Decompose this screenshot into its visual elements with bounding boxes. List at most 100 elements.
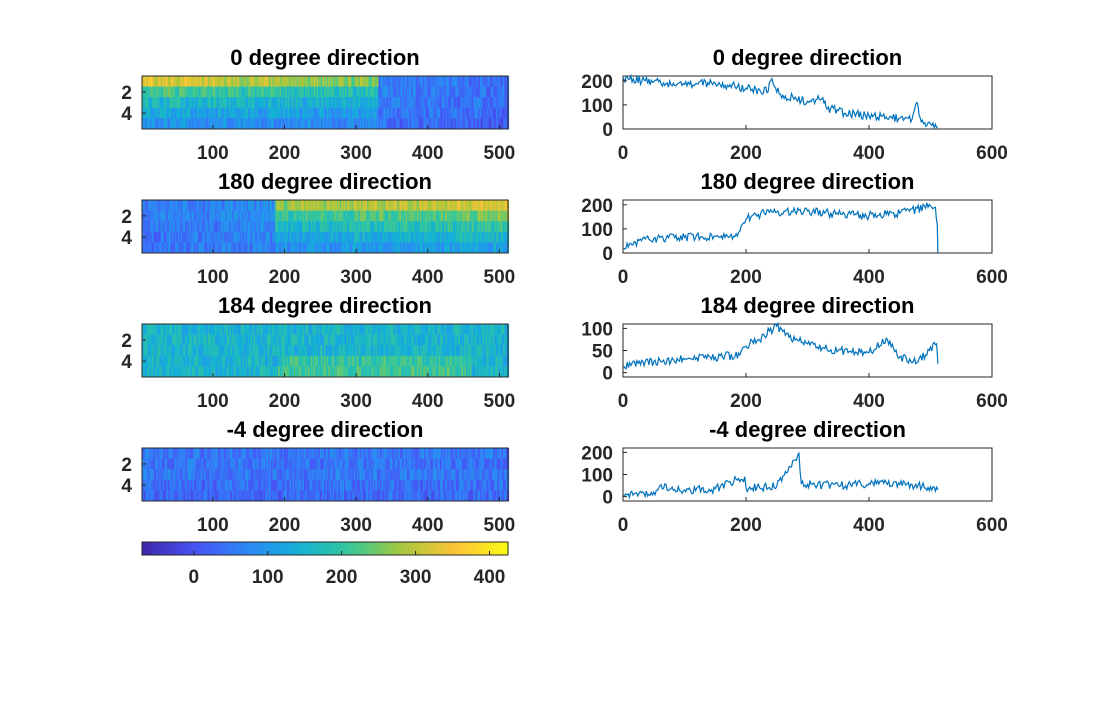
heatmap-cell [189,366,192,378]
heatmap-cell [226,345,229,357]
heatmap-cell [184,86,187,98]
heatmap-cell [219,107,222,119]
heatmap-cell [195,97,197,109]
heatmap-cell [500,469,502,481]
heatmap-cell [180,76,183,87]
heatmap-cell [460,86,462,98]
heatmap-cell [432,345,435,357]
heatmap-cell [484,221,487,233]
heatmap-cell [402,355,405,367]
heatmap-cell [212,118,215,130]
heatmap-cell [239,345,242,357]
heatmap-cell [163,210,166,222]
heatmap-cell [470,366,472,378]
heatmap-cell [265,242,268,254]
heatmap-cell [170,479,173,491]
heatmap-cell [388,210,391,222]
heatmap-cell [394,345,396,357]
heatmap-cell [309,324,312,335]
heatmap-cell [305,334,308,346]
heatmap-cell [184,200,187,211]
heatmap-cell [455,479,458,491]
heatmap-cell [465,448,468,459]
heatmap-cell [419,210,422,222]
heatmap-cell [305,231,308,243]
heatmap-cell [303,210,306,222]
heatmap-cell [162,118,164,130]
heatmap-cell [455,334,458,346]
heatmap-cell [210,479,213,491]
heatmap-cell [447,469,449,481]
heatmap-cell [293,221,296,233]
heatmap-cell [321,479,323,491]
heatmap-cell [210,76,213,87]
heatmap-cell [273,334,276,346]
heatmap-cell [378,334,381,346]
heatmap-cell [470,231,472,243]
heatmap-cell [289,479,292,491]
heatmap-cell [372,97,375,109]
heatmap-cell [177,107,180,119]
heatmap-cell [253,86,256,98]
heatmap-cell [349,221,352,233]
heatmap-cell [475,200,478,211]
heatmap-cell [497,210,500,222]
heatmap-cell [504,221,507,233]
heatmap-cell [505,76,508,87]
heatmap-cell [369,366,372,378]
heatmap-cell [293,118,296,130]
heatmap-cell [222,210,225,222]
heatmap-cell [368,458,371,470]
heatmap-cell [458,479,461,491]
heatmap-cell [197,458,200,470]
heatmap-cell [419,355,422,367]
heatmap-cell [419,118,422,130]
heatmap-cell [429,86,432,98]
heatmap-cell [359,107,362,119]
heatmap-cell [500,86,502,98]
heatmap-cell [200,76,203,87]
heatmap-cell [381,355,384,367]
heatmap-cell [427,210,429,222]
heatmap-cell [417,448,419,459]
heatmap-cell [374,210,376,222]
heatmap-cell [358,210,361,222]
heatmap-cell [167,86,170,98]
heatmap-cell [289,107,292,119]
heatmap-cell [485,242,488,254]
heatmap-cell [359,76,362,87]
heatmap-cell [439,86,442,98]
heatmap-cell [319,200,322,211]
heatmap-cell [339,334,342,346]
heatmap-cell [335,118,338,130]
heatmap-cell [279,242,282,254]
heatmap-cell [215,345,217,357]
heatmap-cell [256,479,259,491]
heatmap-cell [293,355,296,367]
heatmap-cell [215,76,217,87]
heatmap-cell [273,242,276,254]
heatmap-cell [422,86,425,98]
heatmap-cell [418,469,421,481]
heatmap-cell [215,448,217,459]
heatmap-cell [438,76,441,87]
heatmap-cell [378,366,381,378]
heatmap-cell [159,334,162,346]
heatmap-cell [285,242,288,254]
heatmap-cell [278,210,280,222]
heatmap-cell [322,345,325,357]
heatmap-cell [339,200,342,211]
heatmap-cell [245,458,247,470]
heatmap-cell [465,479,468,491]
heatmap-cell [343,97,346,109]
heatmap-cell [424,345,427,357]
heatmap-cell [488,242,491,254]
heatmap-cell [477,458,480,470]
heatmap-cell [215,355,217,367]
heatmap-cell [286,107,289,119]
heatmap-cell [250,221,253,233]
heatmap-cell [378,355,381,367]
heatmap-cell [398,200,401,211]
heatmap-cell [269,107,272,119]
heatmap-cell [160,324,163,335]
